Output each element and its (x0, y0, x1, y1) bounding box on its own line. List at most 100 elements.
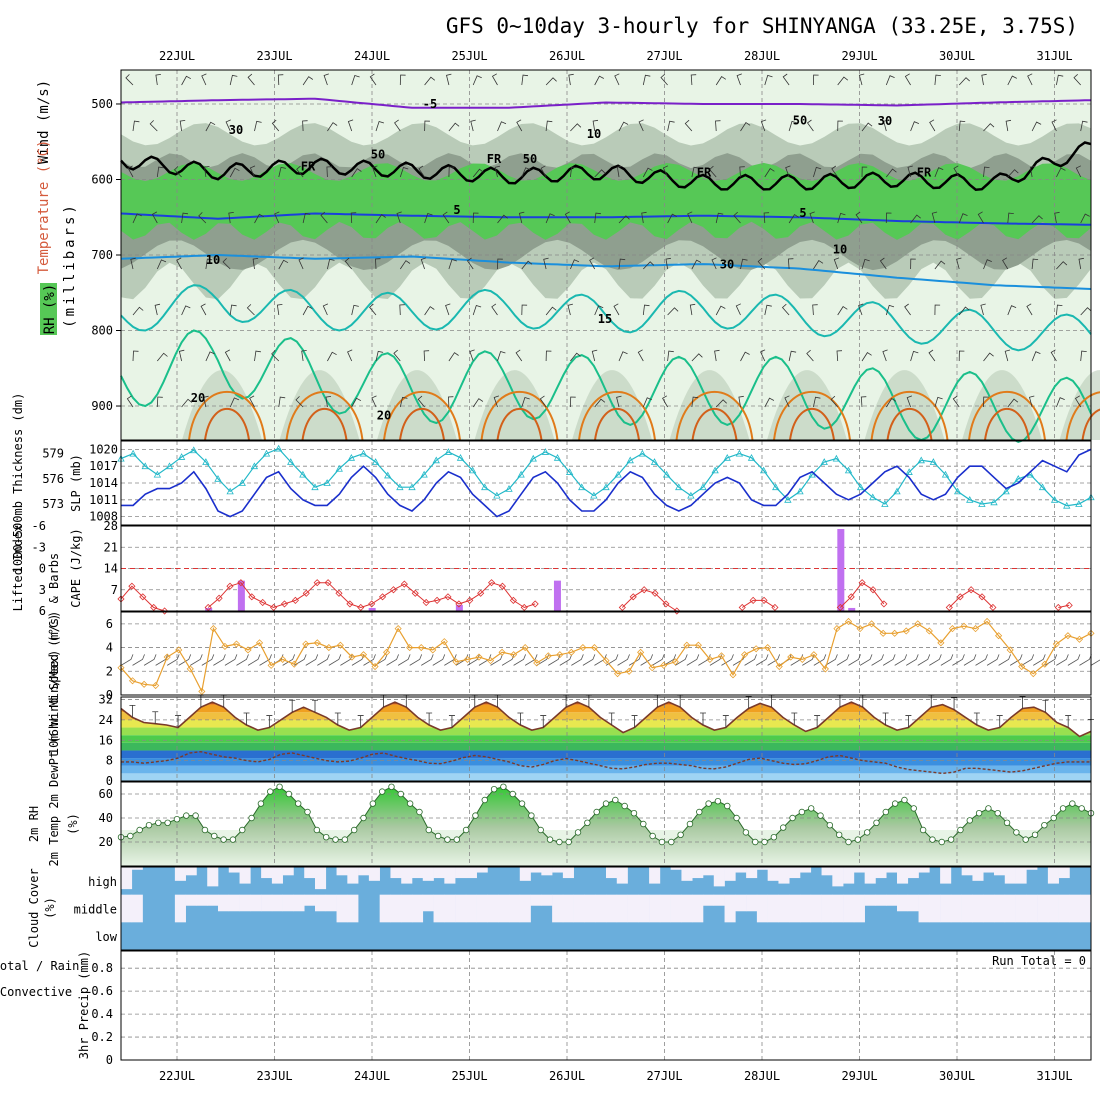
cloud-clear-middle (239, 894, 251, 912)
wind-speed-point (683, 641, 691, 649)
thickness-point (881, 500, 889, 507)
wind-barb (1080, 213, 1090, 224)
wind-barb (910, 350, 919, 362)
cloud-clear-middle (1004, 894, 1016, 923)
cape-tick: 28 (104, 519, 118, 533)
cloud-level-label: middle (74, 903, 117, 917)
li-point (346, 600, 354, 608)
thickness-point (759, 466, 768, 474)
thickness-point (953, 487, 962, 495)
wind-barb (861, 258, 870, 270)
rh2m-point (1050, 814, 1057, 822)
cloud-clear-high (131, 867, 143, 870)
rh-legend-swatch (40, 283, 57, 335)
rh2m-point (490, 786, 498, 793)
wind-barb (830, 395, 839, 408)
wind-barb (328, 654, 342, 666)
rh2m-point (229, 836, 237, 843)
wind-barb (885, 212, 892, 224)
bottom-date-label: 28JUL (744, 1069, 780, 1083)
wind-barb (934, 167, 944, 178)
precip-total-label: Total / Rain (0, 959, 79, 973)
temp-minmax-bar (426, 712, 433, 725)
wind-speed-point (244, 646, 252, 654)
thickness-point (1038, 483, 1047, 491)
wind-barb (571, 654, 584, 666)
isotherm-25 (1065, 391, 1100, 441)
cloud-clear-middle (228, 894, 240, 912)
cloud-clear-middle (713, 894, 725, 906)
wind-barb (934, 74, 941, 86)
wind-speed-point (544, 652, 552, 660)
cloud-clear-high (368, 867, 380, 881)
wind-barb (205, 351, 215, 362)
thickness-point (299, 470, 307, 478)
cloud-clear-middle (972, 894, 984, 923)
rh2m-point (1013, 829, 1020, 836)
wind-barb (740, 258, 748, 270)
rh2m-point (518, 800, 526, 807)
wind-barb (432, 654, 446, 666)
cloud-clear-middle (573, 894, 585, 923)
wind-barb (686, 654, 700, 666)
wind-speed-point (1087, 629, 1095, 637)
wind-barb (351, 304, 359, 316)
rh2m-point (873, 819, 880, 826)
wind-barb (813, 396, 821, 408)
wind-barb (628, 654, 642, 666)
wind-barb (154, 303, 161, 316)
li-point (259, 598, 267, 607)
wind-barb (222, 258, 231, 270)
wind-barb (143, 654, 157, 666)
wind-barb (282, 654, 296, 666)
wind-barb (491, 73, 498, 86)
wind-barb (594, 212, 601, 224)
wind-barb (156, 166, 164, 178)
rh2m-point (295, 800, 302, 807)
wind-speed-point (302, 640, 310, 648)
wind-tick: 4 (106, 641, 113, 655)
thickness-point (444, 448, 453, 455)
wind-barb (491, 303, 498, 316)
thickness-point (1014, 474, 1022, 482)
wind-barb (958, 350, 965, 362)
wind-barb (540, 165, 547, 178)
thickness-point (869, 493, 877, 501)
wind-barb (779, 654, 792, 666)
wind-barb (879, 257, 887, 270)
rh2m-point (770, 834, 778, 841)
wind-barb (225, 119, 231, 132)
cloud-clear-high (519, 867, 531, 881)
bottom-date-label: 27JUL (646, 1069, 682, 1083)
isotherm-30 (984, 408, 1030, 441)
wind-barb (894, 654, 908, 666)
wind-barb (229, 397, 240, 408)
thickness-point (141, 462, 149, 470)
cloud-clear-high (864, 867, 876, 884)
rh2m-point (742, 829, 750, 836)
rh2m-point (835, 831, 843, 838)
cloud-clear-middle (735, 894, 747, 912)
wind-barb (545, 350, 552, 362)
cloud-clear-middle (131, 894, 143, 923)
precip-tick: 0.4 (91, 1007, 113, 1021)
wind-speed-point (856, 625, 864, 633)
thickness-point (541, 448, 550, 455)
wind-barb (374, 654, 388, 666)
thickness-point (262, 449, 271, 457)
wind-barb (246, 304, 255, 316)
cloud-clear-high (1047, 867, 1059, 884)
wind-barb (675, 654, 688, 666)
rh-tick: 60 (99, 787, 113, 801)
cloud-clear-high (347, 867, 359, 884)
wind-barb (910, 214, 921, 224)
rh2m-point (285, 790, 293, 798)
cloud-clear-high (832, 867, 844, 887)
isotherm-20 (120, 329, 1092, 443)
wind-barb (871, 654, 884, 666)
cloud-clear-middle (692, 894, 704, 923)
rh2m-point (332, 836, 339, 843)
rh-tick: 40 (99, 811, 113, 825)
wind-speed-point (937, 639, 945, 647)
wind-barb (294, 654, 307, 666)
